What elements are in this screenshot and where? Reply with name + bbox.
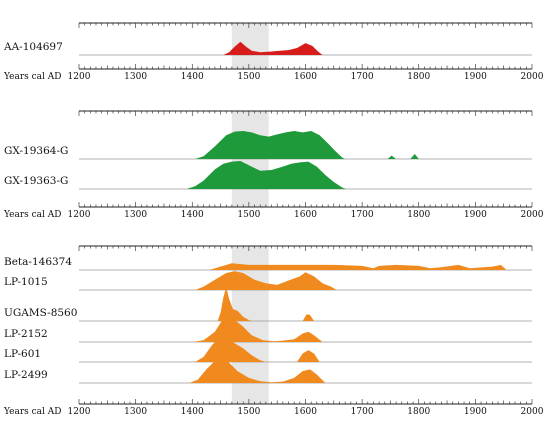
tick-label: 1900 [464,407,487,417]
tick-label: 1800 [407,72,430,82]
tick-label: 1800 [407,407,430,417]
tick-label: 1600 [294,72,317,82]
probability-area-lp-1015 [195,271,337,290]
series-label: LP-1015 [4,276,48,288]
tick-label: 2000 [521,210,544,220]
tick-label: 1700 [351,72,374,82]
tick-label: 1500 [237,407,260,417]
series-label: LP-2152 [4,328,48,340]
series-label: Beta-146374 [4,256,72,268]
tick-label: 1300 [124,407,147,417]
x-axis-label: Years cal AD [3,210,62,220]
series-label: GX-19363-G [4,175,68,187]
series-label: GX-19364-G [4,145,68,157]
tick-label: 2000 [521,72,544,82]
series-label: LP-2499 [4,369,48,381]
tick-label: 2000 [521,407,544,417]
tick-label: 1400 [181,72,204,82]
tick-label: 1500 [237,210,260,220]
tick-label: 1400 [181,407,204,417]
tick-label: 1900 [464,210,487,220]
series-label: AA-104697 [3,41,63,53]
tick-label: 1600 [294,210,317,220]
probability-area-lp-2499 [189,357,326,383]
tick-label: 1700 [351,407,374,417]
probability-area-gx-19364-g [195,131,419,159]
tick-label: 1900 [464,72,487,82]
x-axis-label: Years cal AD [3,407,62,417]
tick-label: 1400 [181,210,204,220]
probability-area-lp-2152 [192,314,323,342]
probability-area-gx-19363-g [186,161,347,189]
probability-area-beta-146374 [209,263,507,270]
tick-label: 1700 [351,210,374,220]
x-axis-label: Years cal AD [3,72,62,82]
tick-label: 1200 [68,407,91,417]
tick-label: 1500 [237,72,260,82]
series-label: UGAMS-8560 [4,307,77,319]
tick-label: 1300 [124,210,147,220]
probability-area-aa-104697 [223,41,323,55]
tick-label: 1800 [407,210,430,220]
series-label: LP-601 [4,348,41,360]
tick-label: 1600 [294,407,317,417]
probability-area-lp-601 [195,336,320,362]
tick-label: 1200 [68,72,91,82]
tick-label: 1200 [68,210,91,220]
tick-label: 1300 [124,72,147,82]
